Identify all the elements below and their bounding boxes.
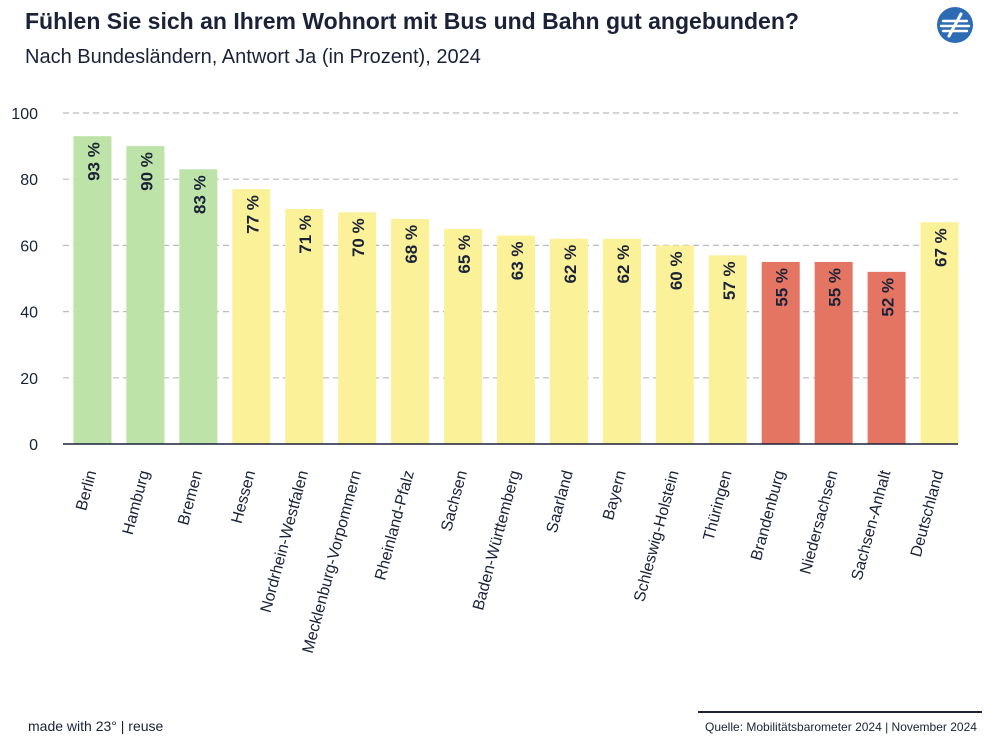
made-with-credit: made with 23° | reuse	[28, 718, 164, 734]
x-tick-label: Rheinland-Pfalz	[372, 469, 418, 583]
bar	[814, 261, 853, 444]
y-tick-label: 60	[20, 238, 38, 255]
y-tick-label: 100	[11, 106, 38, 123]
bar	[232, 189, 271, 444]
bar	[920, 222, 959, 444]
bar	[867, 271, 906, 444]
footer-divider	[698, 711, 982, 713]
data-label: 93 %	[84, 142, 103, 181]
x-tick-label: Hamburg	[120, 469, 153, 537]
bar	[708, 255, 747, 444]
bar	[338, 212, 377, 444]
x-tick-label: Hessen	[229, 469, 259, 526]
data-label: 62 %	[561, 245, 580, 284]
data-label: 90 %	[137, 152, 156, 191]
x-tick-label: Sachsen	[438, 469, 471, 534]
bar	[497, 235, 535, 444]
data-label: 70 %	[349, 218, 368, 257]
source-note: Quelle: Mobilitätsbarometer 2024 | Novem…	[705, 720, 977, 734]
chart-subtitle: Nach Bundesländern, Antwort Ja (in Proze…	[25, 46, 481, 68]
data-label: 77 %	[243, 195, 262, 234]
y-tick-label: 0	[29, 437, 38, 454]
x-tick-label: Nordrhein-Westfalen	[258, 469, 312, 615]
bar	[285, 208, 324, 444]
data-label: 63 %	[508, 241, 527, 280]
data-label: 83 %	[190, 175, 209, 214]
data-label: 68 %	[402, 225, 421, 264]
x-tick-label: Bayern	[600, 469, 630, 522]
data-label: 55 %	[826, 268, 845, 307]
bar	[179, 169, 218, 444]
data-label: 71 %	[296, 215, 315, 254]
x-tick-label: Niedersachsen	[797, 469, 841, 576]
y-tick-label: 80	[20, 172, 38, 189]
bar	[602, 238, 641, 444]
data-label: 60 %	[667, 251, 686, 290]
bar-chart: 0 20 40 60 80 100 93 % Berlin 90 % Hamburg 83 % Bre…	[11, 106, 959, 656]
x-tick-label: Bremen	[175, 469, 206, 528]
stylized-globe-logo-icon	[937, 7, 973, 43]
data-label: 52 %	[879, 278, 898, 317]
x-tick-label: Baden-Württemberg	[470, 469, 524, 613]
bar	[73, 136, 112, 445]
bar	[655, 245, 694, 444]
x-tick-label: Sachsen-Anhalt	[849, 468, 895, 582]
data-label: 62 %	[614, 245, 633, 284]
bar	[761, 261, 800, 444]
y-tick-label: 40	[20, 305, 38, 322]
x-tick-label: Saarland	[544, 469, 577, 535]
x-tick-label: Thüringen	[701, 469, 736, 543]
bar	[126, 146, 165, 444]
bar	[549, 238, 588, 444]
data-label: 67 %	[932, 228, 951, 267]
chart-title: Fühlen Sie sich an Ihrem Wohnort mit Bus…	[25, 8, 799, 34]
data-label: 65 %	[455, 235, 474, 274]
data-label: 57 %	[720, 261, 739, 300]
x-tick-label: Brandenburg	[748, 469, 788, 563]
x-tick-label: Deutschland	[908, 469, 947, 559]
bar	[444, 228, 483, 444]
x-tick-label: Schleswig-Holstein	[631, 469, 682, 604]
bar	[391, 218, 430, 444]
x-tick-label: Berlin	[73, 469, 100, 513]
x-tick-label: Mecklenburg-Vorpommern	[300, 469, 365, 656]
y-tick-label: 20	[20, 371, 38, 388]
data-label: 55 %	[773, 268, 792, 307]
